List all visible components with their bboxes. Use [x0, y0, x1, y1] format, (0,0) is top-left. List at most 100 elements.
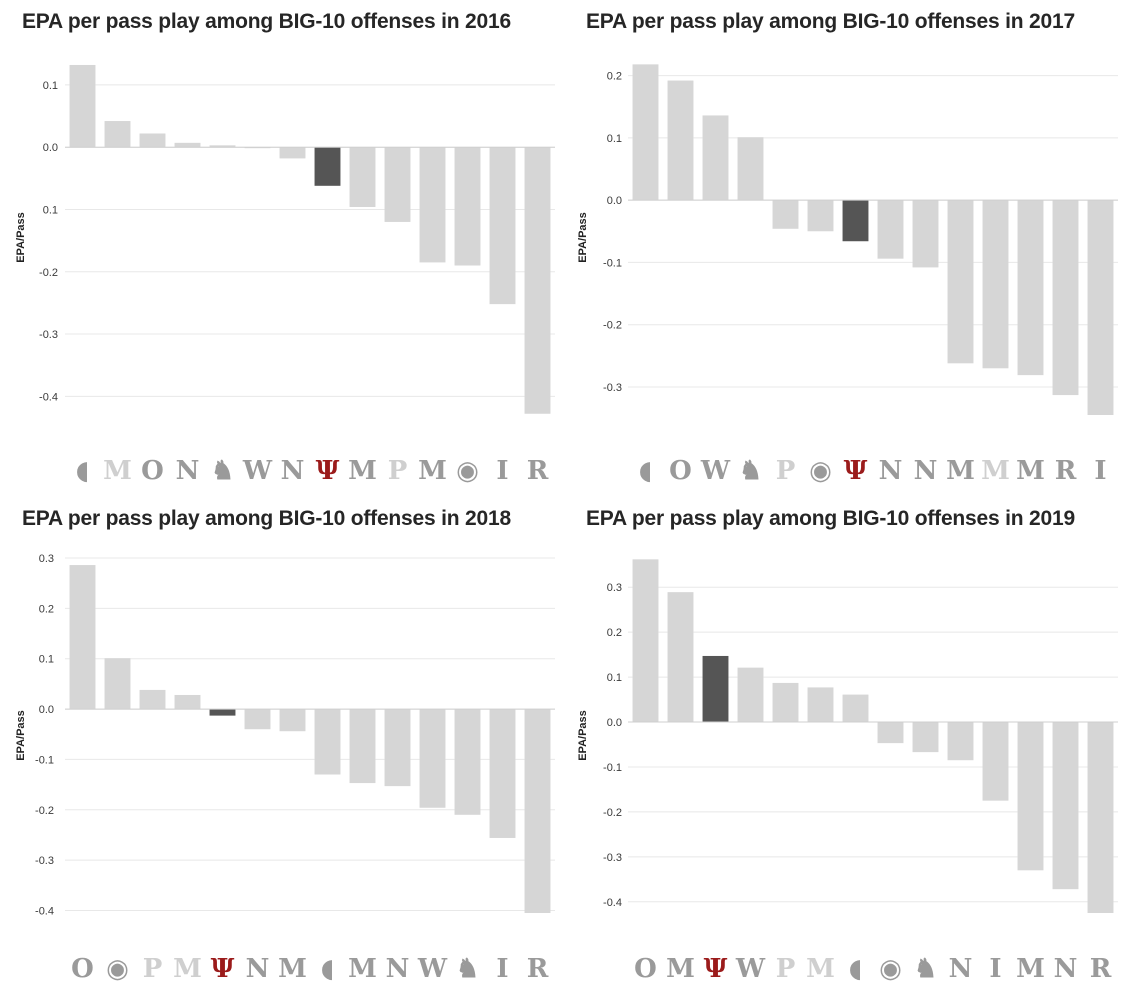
y-axis-label: EPA/Pass: [577, 212, 589, 263]
team-logo-msu-icon: ♞: [914, 954, 937, 984]
y-axis-label: EPA/Pass: [15, 710, 27, 761]
bar-msu: [737, 137, 764, 201]
team-logo-ill-icon: I: [496, 954, 508, 984]
bar-pur: [772, 200, 799, 229]
team-logo-psu-icon: ◖: [639, 456, 653, 486]
y-tick-label: 0.0: [39, 704, 54, 716]
bar-rut: [524, 709, 551, 913]
bar-osu: [667, 80, 694, 201]
chart-title: EPA per pass play among BIG-10 offenses …: [22, 507, 511, 530]
team-logo-neb-icon: N: [246, 954, 270, 984]
team-logo-ind-icon: Ψ: [844, 456, 868, 486]
team-logo-nu-icon: N: [879, 456, 903, 486]
y-tick-label: 0.3: [607, 582, 622, 594]
bar-msu: [209, 145, 236, 148]
bar-osu: [69, 565, 96, 710]
bar-msu: [454, 709, 481, 815]
team-logo-mich-icon: M: [981, 456, 1010, 486]
team-logo-minn-icon: M: [946, 456, 975, 486]
bar-ill: [489, 147, 516, 305]
bar-nu: [877, 200, 904, 259]
team-logo-psu-icon: ◖: [849, 954, 863, 984]
team-logo-msu-icon: ♞: [456, 954, 479, 984]
team-logo-nu-icon: N: [1054, 954, 1078, 984]
team-logo-wis-icon: W: [735, 954, 766, 984]
bar-ill: [1087, 200, 1114, 415]
team-logo-wis-icon: W: [242, 456, 273, 486]
team-logo-minn-icon: M: [348, 456, 377, 486]
y-tick-label: 0.0: [43, 142, 58, 154]
chart-title: EPA per pass play among BIG-10 offenses …: [22, 10, 511, 33]
team-logo-msu-icon: ♞: [211, 456, 234, 486]
chart-title: EPA per pass play among BIG-10 offenses …: [586, 10, 1075, 33]
team-logo-iowa-icon: ◉: [106, 954, 129, 984]
bar-neb: [947, 722, 974, 761]
team-logo-rut-icon: R: [527, 456, 549, 486]
bar-mich: [982, 200, 1009, 369]
y-axis-label: EPA/Pass: [15, 212, 27, 263]
bar-mich: [104, 121, 131, 148]
team-logo-minn-icon: M: [278, 954, 307, 984]
bar-iowa: [454, 147, 481, 266]
team-logo-md-icon: M: [348, 954, 377, 984]
team-logo-ill-icon: I: [1094, 456, 1106, 486]
team-logo-ind-icon: Ψ: [316, 456, 340, 486]
bar-ind: [702, 655, 729, 723]
bar-mich: [174, 694, 201, 710]
team-logo-ind-icon: Ψ: [211, 954, 235, 984]
y-tick-label: -0.1: [603, 762, 622, 774]
y-tick-label: -0.3: [35, 855, 54, 867]
y-tick-label: -0.4: [603, 897, 622, 909]
team-logo-msu-icon: ♞: [739, 456, 762, 486]
bar-minn: [947, 200, 974, 364]
bar-iowa: [807, 200, 834, 232]
y-tick-label: 0.1: [43, 80, 58, 92]
chart-title: EPA per pass play among BIG-10 offenses …: [586, 507, 1075, 530]
y-tick-label: -0.2: [603, 320, 622, 332]
bar-nu: [384, 709, 411, 787]
team-logo-neb-icon: N: [281, 456, 305, 486]
y-tick-label: -0.2: [35, 805, 54, 817]
team-logo-nu-icon: N: [386, 954, 410, 984]
bar-neb: [279, 147, 306, 159]
bar-osu: [632, 559, 659, 723]
team-logo-osu-icon: O: [71, 954, 94, 984]
bar-minn: [667, 592, 694, 723]
y-tick-label: -0.2: [39, 267, 58, 279]
bar-mich: [807, 687, 834, 723]
bar-md: [1017, 722, 1044, 871]
bar-nu: [174, 142, 201, 148]
team-logo-ill-icon: I: [496, 456, 508, 486]
bar-iowa: [104, 658, 131, 710]
team-logo-osu-icon: O: [634, 954, 657, 984]
y-tick-label: 0.3: [39, 553, 54, 565]
team-logo-md-icon: M: [1016, 954, 1045, 984]
bar-rut: [1087, 722, 1114, 913]
team-logo-pur-icon: P: [776, 954, 796, 984]
bar-ind: [314, 147, 341, 186]
team-logo-ill-icon: I: [989, 954, 1001, 984]
team-logo-iowa-icon: ◉: [879, 954, 902, 984]
bar-psu: [69, 64, 96, 148]
y-tick-label: -0.1: [603, 257, 622, 269]
team-logo-wis-icon: W: [700, 456, 731, 486]
bar-rut: [1052, 200, 1079, 396]
team-logo-minn-icon: M: [666, 954, 695, 984]
team-logo-neb-icon: N: [914, 456, 938, 486]
bar-psu: [632, 64, 659, 201]
team-logo-neb-icon: N: [949, 954, 973, 984]
team-logo-psu-icon: ◖: [76, 456, 90, 486]
team-logo-mich-icon: M: [173, 954, 202, 984]
team-logo-mich-icon: M: [806, 954, 835, 984]
bar-psu: [314, 709, 341, 775]
bar-osu: [139, 133, 166, 148]
team-logo-pur-icon: P: [388, 456, 408, 486]
y-tick-label: 0.2: [607, 627, 622, 639]
bar-pur: [384, 147, 411, 222]
y-tick-label: -0.2: [603, 807, 622, 819]
bar-pur: [772, 682, 799, 723]
team-logo-osu-icon: O: [141, 456, 164, 486]
y-tick-label: 0.2: [607, 71, 622, 83]
